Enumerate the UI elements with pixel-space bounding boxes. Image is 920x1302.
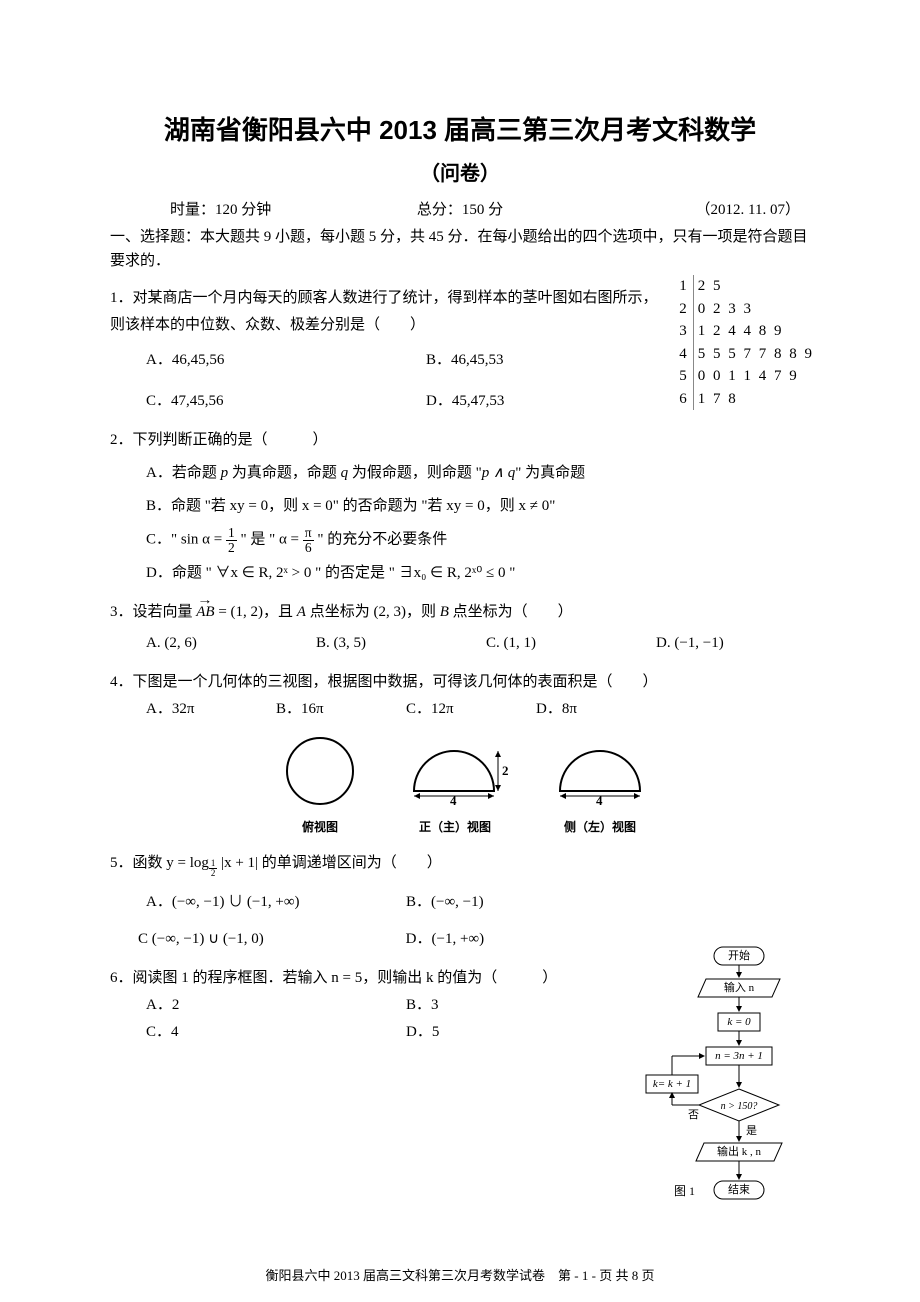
q5-stem: 5．函数 y = log12 |x + 1| 的单调递增区间为（ ） [110,850,630,879]
stemleaf-row: 50 0 1 1 4 7 9 [678,365,814,388]
question-5: 5．函数 y = log12 |x + 1| 的单调递增区间为（ ） A．(−∞… [110,850,630,953]
time-value: 120 分钟 [215,202,271,218]
q6-opt-b: B．3 [370,992,630,1019]
score-label: 总分： [417,202,462,218]
q3-opt-a: A. (2, 6) [110,630,280,657]
stemleaf-row: 61 7 8 [678,388,814,411]
meta-row: 时量：120 分钟 总分：150 分 （2012. 11. 07） [110,198,810,219]
q5-opt-d: D．(−1, +∞) [370,926,630,953]
flowchart-svg: 开始 输入 n k = 0 n = 3n + 1 k= k + 1 n > 15… [644,945,814,1245]
q4-stem: 4．下图是一个几何体的三视图，根据图中数据，可得该几何体的表面积是（ ） [110,669,810,696]
question-6: 6．阅读图 1 的程序框图．若输入 n = 5，则输出 k 的值为（ ） A．2… [110,965,630,1046]
date: （2012. 11. 07） [610,198,810,219]
q4-opt-c: C．12π [370,696,500,723]
q3-stem: 3．设若向量 AB = (1, 2)，且 A 点坐标为 (2, 3)，则 B 点… [110,599,810,626]
stemleaf-row: 12 5 [678,275,814,298]
fc-init: k = 0 [727,1016,751,1028]
side-view-hemi: 4 [550,741,650,807]
q1-stem: 1．对某商店一个月内每天的顾客人数进行了统计，得到样本的茎叶图如右图所示，则该样… [110,285,670,339]
page-subtitle: （问卷） [110,157,810,186]
q6-opt-c: C．4 [110,1019,370,1046]
question-3: 3．设若向量 AB = (1, 2)，且 A 点坐标为 (2, 3)，则 B 点… [110,599,810,657]
fc-yes: 是 [746,1124,757,1137]
fc-calc: n = 3n + 1 [715,1050,763,1062]
q3-opt-d: D. (−1, −1) [620,630,790,657]
q1-opt-d: D．45,47,53 [390,388,670,415]
q6-stem: 6．阅读图 1 的程序框图．若输入 n = 5，则输出 k 的值为（ ） [110,965,630,992]
q2-opt-d: D．命题 " ∀x ∈ R, 2ˣ > 0 " 的否定是 " ∃x₀ ∈ R, … [110,560,810,587]
q1-opt-a: A．46,45,56 [110,347,390,374]
q2-opt-b: B．命题 "若 xy = 0，则 x = 0" 的否命题为 "若 xy = 0，… [110,493,810,520]
side-view-label: 侧（左）视图 [550,817,650,839]
q6-opt-a: A．2 [110,992,370,1019]
fc-inc: k= k + 1 [653,1078,691,1090]
q4-opt-b: B．16π [240,696,370,723]
q5-opt-c: C (−∞, −1) ∪ (−1, 0) [110,926,370,953]
q4-opt-a: A．32π [110,696,240,723]
score-value: 150 分 [462,202,503,218]
flowchart: 开始 输入 n k = 0 n = 3n + 1 k= k + 1 n > 15… [644,945,814,1245]
q3-opt-b: B. (3, 5) [280,630,450,657]
section-intro: 一、选择题：本大题共 9 小题，每小题 5 分，共 45 分．在每小题给出的四个… [110,225,810,273]
fc-out: 输出 k , n [717,1144,761,1158]
q1-opt-b: B．46,45,53 [390,347,670,374]
fc-input: 输入 n [724,980,755,994]
page-title: 湖南省衡阳县六中 2013 届高三第三次月考文科数学 [110,110,810,147]
stemleaf-row: 20 2 3 3 [678,298,814,321]
fc-start: 开始 [728,948,750,962]
q5-opt-b: B．(−∞, −1) [370,889,630,916]
q6-opt-d: D．5 [370,1019,630,1046]
front-height-label: 2 [502,763,509,778]
stemleaf-plot: 12 5 20 2 3 3 31 2 4 4 8 9 45 5 5 7 7 8 … [678,275,814,410]
side-width-label: 4 [596,793,603,807]
q2-stem: 2．下列判断正确的是（ ） [110,427,810,454]
fc-cond: n > 150? [721,1101,758,1112]
q3-opt-c: C. (1, 1) [450,630,620,657]
front-view-label: 正（主）视图 [400,817,510,839]
page-footer: 衡阳县六中 2013 届高三文科第三次月考数学试卷 第 - 1 - 页 共 8 … [0,1265,920,1284]
stemleaf-row: 45 5 5 7 7 8 8 9 [678,343,814,366]
top-view-label: 俯视图 [280,817,360,839]
three-view-diagram: 俯视图 4 2 正（主）视图 4 [120,735,810,838]
fc-no: 否 [688,1109,699,1121]
q2-opt-c: C．" sin α = 12 " 是 " α = π6 " 的充分不必要条件 [110,526,810,554]
front-view-hemi: 4 2 [400,741,510,807]
q1-opt-c: C．47,45,56 [110,388,390,415]
q4-opt-d: D．8π [500,696,630,723]
time-label: 时量： [170,202,215,218]
q2-opt-a: A．若命题 p 为真命题，命题 q 为假命题，则命题 "p ∧ q" 为真命题 [110,460,810,487]
q5-opt-a: A．(−∞, −1) ∪ (−1, +∞) [110,889,370,916]
fc-end: 结束 [728,1183,750,1196]
front-width-label: 4 [450,793,457,807]
question-2: 2．下列判断正确的是（ ） A．若命题 p 为真命题，命题 q 为假命题，则命题… [110,427,810,587]
top-view-circle [280,735,360,807]
question-4: 4．下图是一个几何体的三视图，根据图中数据，可得该几何体的表面积是（ ） A．3… [110,669,810,838]
fc-figlabel: 图 1 [674,1184,695,1198]
stemleaf-row: 31 2 4 4 8 9 [678,320,814,343]
